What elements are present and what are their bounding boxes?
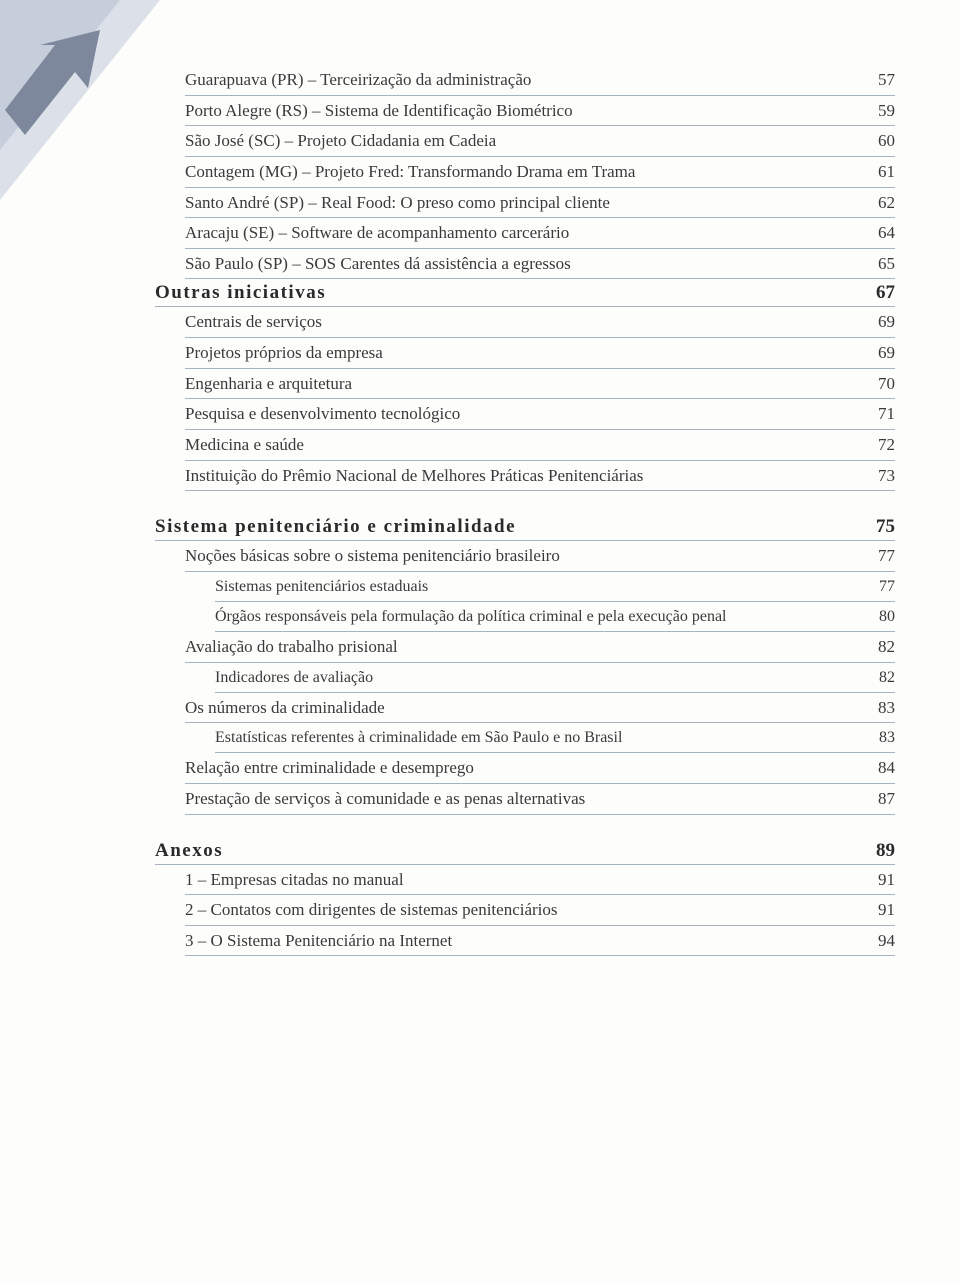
toc-entry-label: 3 – O Sistema Penitenciário na Internet: [185, 929, 855, 954]
toc-entry-page: 72: [855, 433, 895, 458]
toc-entry-page: 89: [855, 840, 895, 862]
toc-entry-page: 77: [855, 575, 895, 599]
toc-entry-label: Instituição do Prêmio Nacional de Melhor…: [185, 464, 855, 489]
toc-entry: São José (SC) – Projeto Cidadania em Cad…: [185, 126, 895, 157]
toc-entry-page: 83: [855, 696, 895, 721]
toc-entry: Contagem (MG) – Projeto Fred: Transforma…: [185, 157, 895, 188]
toc-entry-page: 77: [855, 544, 895, 569]
toc-entry: Outras iniciativas67: [155, 279, 895, 307]
toc-entry-label: Noções básicas sobre o sistema penitenci…: [185, 544, 855, 569]
toc-entry-label: Medicina e saúde: [185, 433, 855, 458]
toc-entry-page: 62: [855, 191, 895, 216]
toc-entry: São Paulo (SP) – SOS Carentes dá assistê…: [185, 249, 895, 280]
toc-entry: Os números da criminalidade83: [185, 693, 895, 724]
toc-entry: Guarapuava (PR) – Terceirização da admin…: [185, 65, 895, 96]
toc-entry-page: 64: [855, 221, 895, 246]
toc-entry: Indicadores de avaliação82: [215, 663, 895, 693]
toc-entry: Avaliação do trabalho prisional82: [185, 632, 895, 663]
toc-entry: Centrais de serviços69: [185, 307, 895, 338]
toc-entry-label: Contagem (MG) – Projeto Fred: Transforma…: [185, 160, 855, 185]
toc-entry-page: 82: [855, 635, 895, 660]
toc-entry-page: 67: [855, 282, 895, 304]
toc-entry: Relação entre criminalidade e desemprego…: [185, 753, 895, 784]
toc-entry-label: Relação entre criminalidade e desemprego: [185, 756, 855, 781]
table-of-contents: Guarapuava (PR) – Terceirização da admin…: [155, 65, 895, 956]
toc-entry-label: Projetos próprios da empresa: [185, 341, 855, 366]
toc-entry-page: 82: [855, 666, 895, 690]
toc-entry-label: Os números da criminalidade: [185, 696, 855, 721]
toc-entry-page: 65: [855, 252, 895, 277]
toc-entry-label: Sistemas penitenciários estaduais: [215, 575, 855, 599]
toc-entry-page: 73: [855, 464, 895, 489]
toc-entry-label: Porto Alegre (RS) – Sistema de Identific…: [185, 99, 855, 124]
toc-entry-page: 80: [855, 605, 895, 629]
toc-entry-page: 87: [855, 787, 895, 812]
toc-entry-page: 59: [855, 99, 895, 124]
toc-entry-label: Anexos: [155, 840, 855, 862]
toc-entry-label: Santo André (SP) – Real Food: O preso co…: [185, 191, 855, 216]
toc-entry-page: 83: [855, 726, 895, 750]
toc-entry: Noções básicas sobre o sistema penitenci…: [185, 541, 895, 572]
toc-entry: Sistemas penitenciários estaduais77: [215, 572, 895, 602]
toc-entry-page: 71: [855, 402, 895, 427]
toc-entry-label: Avaliação do trabalho prisional: [185, 635, 855, 660]
toc-entry-page: 70: [855, 372, 895, 397]
toc-entry-page: 69: [855, 341, 895, 366]
toc-entry-page: 91: [855, 868, 895, 893]
toc-entry-label: Indicadores de avaliação: [215, 666, 855, 690]
toc-entry-page: 91: [855, 898, 895, 923]
toc-entry: Prestação de serviços à comunidade e as …: [185, 784, 895, 815]
toc-entry-label: Outras iniciativas: [155, 282, 855, 304]
toc-entry-label: Guarapuava (PR) – Terceirização da admin…: [185, 68, 855, 93]
toc-entry: Estatísticas referentes à criminalidade …: [215, 723, 895, 753]
toc-entry-label: Órgãos responsáveis pela formulação da p…: [215, 605, 855, 629]
toc-entry-page: 94: [855, 929, 895, 954]
toc-entry: Engenharia e arquitetura70: [185, 369, 895, 400]
toc-entry: Medicina e saúde72: [185, 430, 895, 461]
toc-entry-page: 61: [855, 160, 895, 185]
toc-entry: 2 – Contatos com dirigentes de sistemas …: [185, 895, 895, 926]
toc-entry: Sistema penitenciário e criminalidade75: [155, 513, 895, 541]
toc-entry-label: São Paulo (SP) – SOS Carentes dá assistê…: [185, 252, 855, 277]
toc-entry-label: 1 – Empresas citadas no manual: [185, 868, 855, 893]
toc-entry-label: Prestação de serviços à comunidade e as …: [185, 787, 855, 812]
toc-entry: Porto Alegre (RS) – Sistema de Identific…: [185, 96, 895, 127]
toc-entry-label: Pesquisa e desenvolvimento tecnológico: [185, 402, 855, 427]
toc-entry-page: 57: [855, 68, 895, 93]
toc-entry: Santo André (SP) – Real Food: O preso co…: [185, 188, 895, 219]
toc-entry: Órgãos responsáveis pela formulação da p…: [215, 602, 895, 632]
toc-entry-label: 2 – Contatos com dirigentes de sistemas …: [185, 898, 855, 923]
toc-entry-page: 60: [855, 129, 895, 154]
toc-entry-page: 84: [855, 756, 895, 781]
toc-entry-label: Sistema penitenciário e criminalidade: [155, 516, 855, 538]
toc-entry: Aracaju (SE) – Software de acompanhament…: [185, 218, 895, 249]
toc-entry: Instituição do Prêmio Nacional de Melhor…: [185, 461, 895, 492]
toc-entry: Pesquisa e desenvolvimento tecnológico71: [185, 399, 895, 430]
toc-entry-page: 69: [855, 310, 895, 335]
toc-entry: Projetos próprios da empresa69: [185, 338, 895, 369]
toc-entry: 1 – Empresas citadas no manual91: [185, 865, 895, 896]
toc-entry-label: Estatísticas referentes à criminalidade …: [215, 726, 855, 750]
toc-entry-page: 75: [855, 516, 895, 538]
toc-entry-label: São José (SC) – Projeto Cidadania em Cad…: [185, 129, 855, 154]
toc-entry-label: Centrais de serviços: [185, 310, 855, 335]
toc-entry: Anexos89: [155, 837, 895, 865]
toc-entry-label: Aracaju (SE) – Software de acompanhament…: [185, 221, 855, 246]
toc-entry-label: Engenharia e arquitetura: [185, 372, 855, 397]
toc-entry: 3 – O Sistema Penitenciário na Internet9…: [185, 926, 895, 957]
